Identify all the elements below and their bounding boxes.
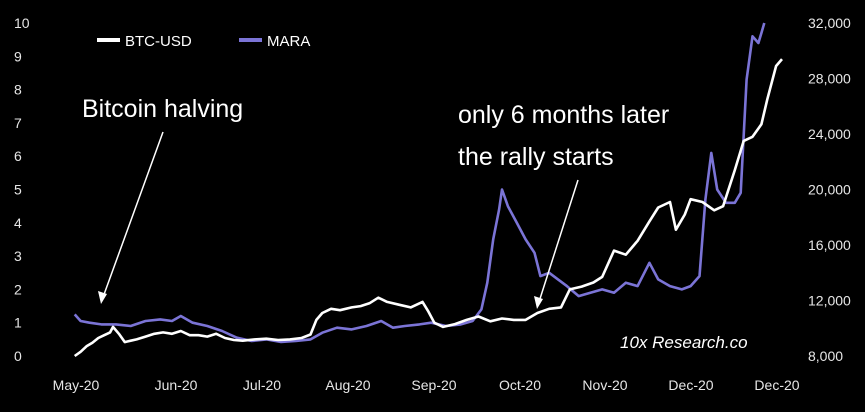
y-left-tick-label: 1 — [14, 315, 22, 331]
x-tick-label: Jun-20 — [155, 377, 198, 393]
y-left-tick-label: 5 — [14, 182, 22, 198]
y-right-tick-label: 20,000 — [808, 182, 851, 198]
y-left-tick-label: 2 — [14, 281, 22, 297]
x-tick-label: Dec-20 — [668, 377, 713, 393]
annotation-rally-text-line: the rally starts — [458, 143, 614, 171]
legend: BTC-USD MARA — [97, 33, 310, 50]
x-tick-label: Aug-20 — [325, 377, 370, 393]
x-tick-label: Oct-20 — [499, 377, 541, 393]
series-line-btc-usd — [73, 58, 783, 358]
x-tick-label: Sep-20 — [411, 377, 456, 393]
annotation-rally-arrowhead — [534, 296, 543, 309]
y-left-tick-label: 8 — [14, 82, 22, 98]
y-axis-left: 0 1 2 3 4 5 6 7 8 9 10 — [14, 15, 30, 364]
y-left-tick-label: 6 — [14, 148, 22, 164]
y-right-tick-label: 28,000 — [808, 71, 851, 87]
annotation-rally-arrow — [537, 179, 579, 306]
legend-label-mara: MARA — [267, 33, 310, 50]
y-right-tick-label: 24,000 — [808, 126, 851, 142]
y-right-tick-label: 12,000 — [808, 293, 851, 309]
y-right-tick-label: 8,000 — [808, 348, 843, 364]
y-left-tick-label: 9 — [14, 48, 22, 64]
y-left-tick-label: 4 — [14, 215, 22, 231]
annotation-halving-arrowhead — [98, 291, 107, 304]
y-left-tick-label: 0 — [14, 348, 22, 364]
y-left-tick-label: 3 — [14, 248, 22, 264]
annotations: Bitcoin halving only 6 months later the ra… — [82, 95, 669, 309]
x-tick-label: May-20 — [53, 377, 100, 393]
x-tick-label: Nov-20 — [582, 377, 627, 393]
watermark: 10x Research.co — [620, 333, 748, 352]
plot-area — [73, 22, 783, 358]
x-tick-label: Dec-20 — [754, 377, 799, 393]
x-axis: May-20 Jun-20 Jul-20 Aug-20 Sep-20 Oct-20 Nov-… — [53, 377, 800, 393]
y-axis-right: 8,000 12,000 16,000 20,000 24,000 28,000 32,00… — [808, 15, 851, 364]
y-right-tick-label: 16,000 — [808, 237, 851, 253]
y-right-tick-label: 32,000 — [808, 15, 851, 31]
y-left-tick-label: 7 — [14, 115, 22, 131]
legend-label-btc: BTC-USD — [125, 33, 192, 50]
x-tick-label: Jul-20 — [243, 377, 281, 393]
annotation-halving-arrow — [101, 131, 164, 301]
y-left-tick-label: 10 — [14, 15, 30, 31]
annotation-halving-text: Bitcoin halving — [82, 95, 243, 123]
annotation-rally-text-line: only 6 months later — [458, 101, 669, 129]
